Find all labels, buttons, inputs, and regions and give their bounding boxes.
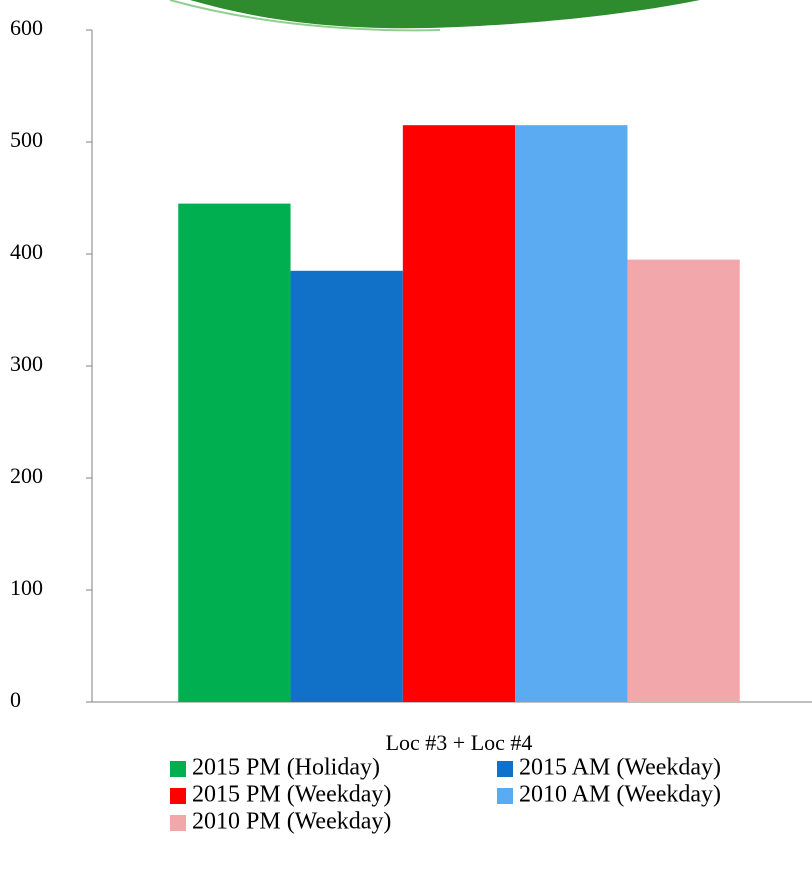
bar bbox=[178, 203, 291, 702]
decoration bbox=[169, 0, 441, 32]
x-tick-label: Loc #3 + Loc #4 bbox=[386, 730, 533, 755]
y-tick-label: 600 bbox=[10, 15, 43, 40]
legend-swatch bbox=[170, 788, 186, 804]
bar bbox=[402, 125, 516, 702]
legend-swatch bbox=[170, 761, 186, 777]
y-tick-label: 500 bbox=[10, 127, 43, 152]
decoration bbox=[190, 0, 700, 29]
y-tick-label: 0 bbox=[10, 687, 21, 712]
y-tick-label: 200 bbox=[10, 463, 43, 488]
bar bbox=[290, 270, 403, 702]
y-tick-label: 400 bbox=[10, 239, 43, 264]
legend-swatch bbox=[497, 761, 513, 777]
bar bbox=[627, 259, 740, 702]
legend-label: 2015 PM (Weekday) bbox=[192, 782, 391, 808]
bar bbox=[515, 125, 628, 702]
legend-label: 2015 PM (Holiday) bbox=[192, 755, 380, 781]
legend-swatch bbox=[170, 815, 186, 831]
y-tick-label: 100 bbox=[10, 575, 43, 600]
legend-label: 2010 AM (Weekday) bbox=[519, 782, 721, 808]
legend-swatch bbox=[497, 788, 513, 804]
y-tick-label: 300 bbox=[10, 351, 43, 376]
legend-label: 2010 PM (Weekday) bbox=[192, 809, 391, 835]
legend-label: 2015 AM (Weekday) bbox=[519, 755, 721, 781]
